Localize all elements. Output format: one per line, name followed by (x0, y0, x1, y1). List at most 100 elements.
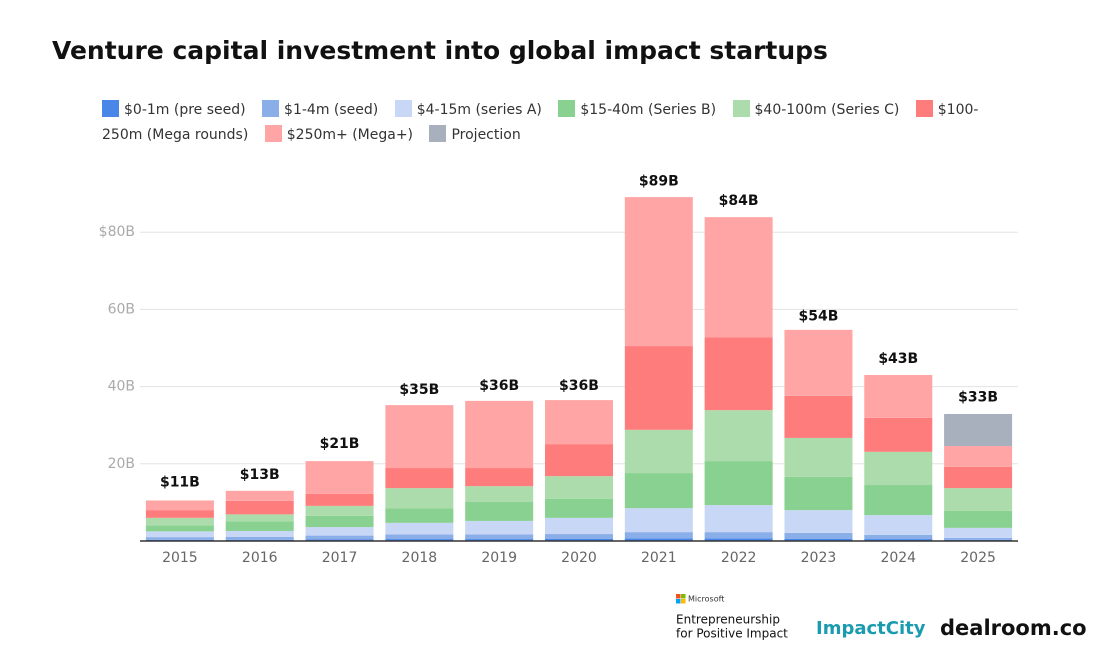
bar-segment (385, 488, 454, 509)
bar-segment (944, 446, 1013, 467)
chart-title: Venture capital investment into global i… (52, 36, 828, 65)
bar-segment (784, 395, 853, 438)
x-tick-label: 2021 (641, 550, 677, 566)
bar-segment (385, 522, 454, 535)
bar-segment (385, 468, 454, 489)
bar-segment (704, 505, 773, 533)
x-tick-label: 2017 (322, 550, 358, 566)
x-tick-label: 2015 (162, 550, 198, 566)
x-tick-label: 2016 (242, 550, 278, 566)
dealroom-logo: dealroom.co (940, 616, 1087, 640)
legend-item: $250m+ (Mega+) (264, 125, 413, 143)
bar-segment (864, 451, 933, 486)
bar-segment (545, 444, 613, 477)
bar-segment (465, 486, 534, 503)
bar-segment (545, 476, 613, 499)
bar-segment (145, 525, 214, 532)
bar-segment (225, 530, 294, 537)
bar-segment (624, 197, 693, 347)
x-tick-label: 2024 (880, 550, 916, 566)
x-tick-label: 2023 (801, 550, 837, 566)
bar-segment (624, 346, 693, 430)
y-tick-label: 40B (108, 379, 135, 395)
bar-segment (704, 337, 773, 411)
bar-segment (864, 515, 933, 535)
impactcity-logo: ImpactCity (816, 618, 926, 639)
bar-segment (624, 538, 693, 541)
bar-segment (944, 510, 1013, 528)
legend-label: $1-4m (seed) (284, 102, 379, 118)
bar-segment (545, 498, 613, 518)
bar-segment (465, 534, 534, 540)
total-label: $11B (160, 475, 200, 491)
bar-segment (145, 531, 214, 538)
bar-segment (545, 534, 613, 539)
bar-segment (385, 539, 454, 541)
bar-segment (944, 527, 1013, 538)
bar-segment (545, 400, 613, 445)
x-tick-label: 2019 (481, 550, 517, 566)
bar-segment (545, 517, 613, 535)
bar-segment (944, 466, 1013, 489)
bar-segment (465, 539, 534, 541)
total-label: $54B (799, 309, 839, 325)
bar-segment (784, 538, 853, 541)
legend-swatch (102, 100, 119, 117)
bar-segment (465, 502, 534, 521)
bar-segment (145, 500, 214, 511)
bar-segment (385, 405, 454, 469)
bar-segment (225, 514, 294, 522)
legend-item: $100-250m (Mega rounds) (102, 100, 979, 143)
legend-item: $40-100m (Series C) (732, 100, 900, 118)
total-label: $43B (878, 351, 918, 367)
bar-segment (864, 417, 933, 452)
bar-segment (784, 437, 853, 477)
bar-segment (305, 461, 374, 494)
bar-segment (225, 536, 294, 540)
bar-segment (225, 521, 294, 531)
bar-segment (305, 515, 374, 528)
bar-segment (465, 400, 534, 469)
x-tick-label: 2020 (561, 550, 597, 566)
legend-swatch (429, 125, 447, 142)
legend-item: Projection (429, 125, 521, 143)
bar-segment (305, 539, 374, 541)
legend-label: $40-100m (Series C) (754, 102, 900, 118)
bar-segment (225, 490, 294, 501)
bar-segment (145, 510, 214, 518)
legend-swatch (264, 125, 282, 142)
legend-swatch (732, 100, 750, 117)
x-tick-label: 2018 (402, 550, 438, 566)
bar-segment (624, 473, 693, 509)
bar-segment (704, 532, 773, 539)
bar-segment (784, 476, 853, 511)
bar-segment (784, 329, 853, 396)
bar-segment (305, 527, 374, 536)
legend-label: $0-1m (pre seed) (124, 102, 246, 118)
legend: $0-1m (pre seed) $1-4m (seed) $4-15m (se… (102, 98, 1002, 148)
legend-label: $15-40m (Series B) (580, 102, 717, 118)
total-label: $35B (399, 382, 439, 398)
legend-item: $0-1m (pre seed) (102, 100, 246, 118)
y-tick-label: 60B (108, 301, 135, 317)
legend-item: $1-4m (seed) (262, 100, 379, 118)
bar-segment (385, 508, 454, 523)
legend-label: $4-15m (series A) (416, 102, 542, 118)
total-label: $36B (479, 378, 519, 394)
total-label: $33B (958, 390, 998, 406)
bar-segment (145, 517, 214, 526)
microsoft-text: Microsoft (688, 595, 724, 604)
bar-segment (864, 485, 933, 516)
legend-label: $100-250m (Mega rounds) (102, 102, 979, 143)
bar-segment (624, 508, 693, 533)
bar-segment (944, 414, 1013, 447)
total-label: $21B (320, 436, 360, 452)
bar-segment (145, 537, 214, 540)
bar-segment (704, 217, 773, 338)
bar-segment (704, 461, 773, 506)
legend-swatch (394, 100, 412, 117)
bar-segment (305, 535, 374, 540)
bar-segment (784, 532, 853, 539)
